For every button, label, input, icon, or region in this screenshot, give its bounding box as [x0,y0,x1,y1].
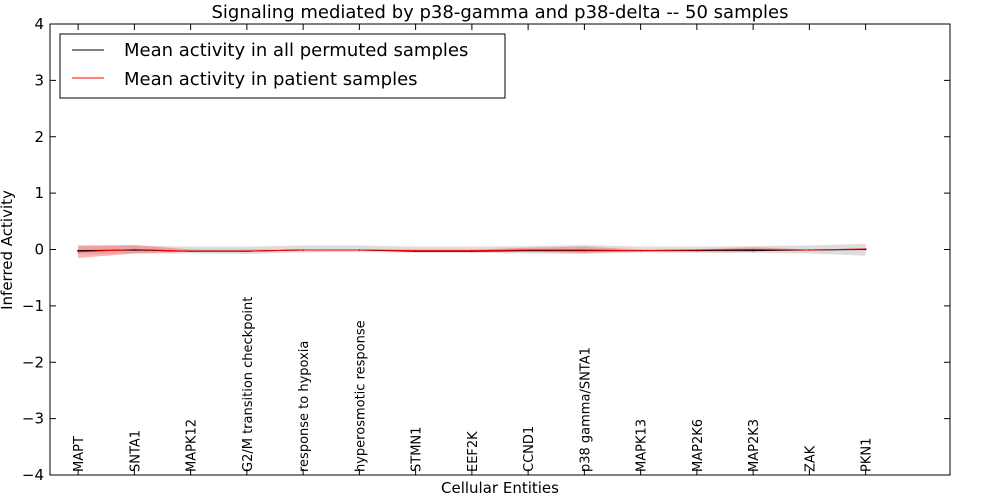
y-axis-ticks: −4 −3 −2 −1 0 1 2 3 4 [22,15,950,484]
point-series-1-3 [246,250,248,252]
legend-label-permuted: Mean activity in all permuted samples [124,40,468,61]
entity-label-7: EEF2K [466,431,481,472]
x-axis-ticks [77,24,867,475]
point-series-1-7 [471,249,473,252]
point-series-1-12 [752,248,754,251]
y-tick-label-3: −1 [22,297,44,315]
legend-label-patient: Mean activity in patient samples [124,69,418,90]
entity-label-13: ZAK [803,445,818,472]
entity-label-1: SNTA1 [128,430,143,472]
entity-label-6: STMN1 [410,427,425,472]
point-series-0-0 [77,249,79,252]
entity-label-4: response to hypoxia [297,341,312,472]
point-series-1-13 [808,249,811,251]
legend-box [59,33,506,99]
confidence-bands [78,243,866,258]
point-series-1-10 [639,249,642,252]
y-tick-label-7: 3 [34,71,44,89]
point-series-1-1 [133,248,136,251]
y-tick-label-1: −3 [22,410,44,428]
legend: Mean activity in all permuted samples Me… [59,33,506,99]
x-axis-label: Cellular Entities [441,479,559,497]
y-tick-label-2: −2 [22,353,44,371]
y-axis-label: Inferred Activity [0,190,16,310]
point-series-1-2 [189,250,192,252]
y-tick-label-6: 2 [34,128,44,146]
entity-label-12: MAP2K3 [747,419,762,472]
point-series-1-5 [358,249,361,251]
point-series-1-6 [414,249,417,252]
x-axis-entity-labels: MAPT SNTA1 MAPK12 G2/M transition checkpoin… [72,297,875,472]
chart-title: Signaling mediated by p38-gamma and p38-… [212,2,789,23]
y-tick-label-4: 0 [34,241,44,259]
y-tick-label-8: 4 [34,15,44,33]
point-series-1-9 [583,249,586,251]
point-series-0-12 [752,249,754,252]
entity-label-9: p38 gamma/SNTA1 [578,347,593,472]
entity-label-0: MAPT [72,436,87,472]
entity-label-2: MAPK12 [185,419,200,472]
entity-label-10: MAPK13 [635,419,650,472]
point-series-1-14 [864,248,867,250]
point-series-1-0 [77,250,79,253]
entity-label-5: hyperosmotic response [353,320,368,472]
point-series-1-11 [696,249,698,251]
entity-label-11: MAP2K6 [691,419,706,472]
point-series-1-4 [302,249,304,251]
entity-label-3: G2/M transition checkpoint [241,297,256,472]
point-series-1-8 [527,249,529,251]
y-tick-label-0: −4 [22,466,44,484]
y-tick-label-5: 1 [34,184,44,202]
entity-label-8: CCND1 [522,426,537,472]
entity-label-14: PKN1 [860,438,875,472]
series-lines [77,248,867,253]
